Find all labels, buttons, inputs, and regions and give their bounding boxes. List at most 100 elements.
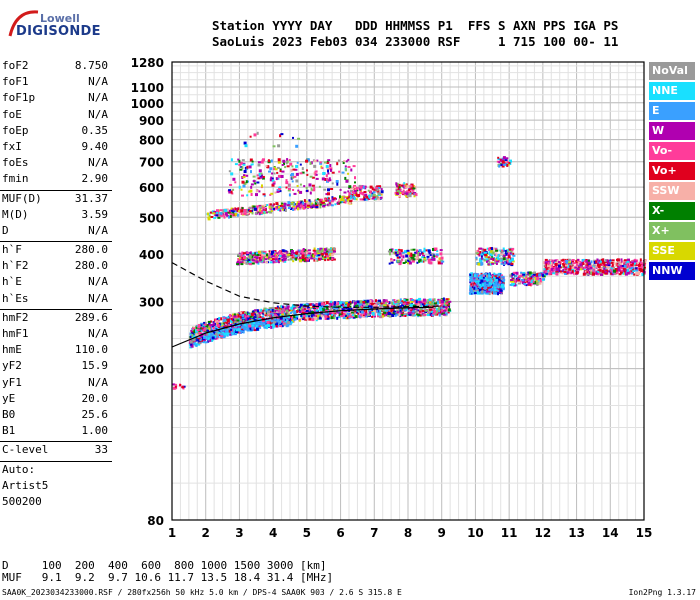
echo-point	[318, 255, 322, 258]
echo-point	[511, 277, 514, 280]
echo-point	[299, 308, 302, 311]
echo-point	[244, 311, 248, 314]
echo-point	[255, 193, 258, 197]
echo-point	[341, 306, 343, 309]
echo-point	[395, 184, 398, 187]
echo-point	[235, 315, 239, 319]
echo-point	[405, 298, 409, 301]
echo-point	[243, 256, 246, 259]
echo-point	[396, 250, 399, 254]
echo-point	[287, 321, 291, 325]
echo-point	[398, 250, 401, 253]
echo-point	[244, 327, 248, 330]
echo-point	[530, 277, 533, 280]
echo-point	[278, 206, 280, 208]
param-value: 9.40	[81, 139, 109, 153]
echo-point	[393, 303, 396, 306]
echo-point	[438, 313, 441, 317]
echo-point	[305, 159, 309, 163]
echo-point	[280, 305, 283, 309]
echo-point	[553, 261, 556, 264]
echo-point	[256, 312, 260, 315]
echo-point	[234, 212, 238, 216]
echo-point	[250, 193, 253, 196]
echo-point	[447, 301, 450, 305]
echo-point	[496, 255, 499, 258]
echo-point	[401, 258, 404, 261]
echo-point	[430, 310, 433, 313]
echo-point	[297, 203, 301, 206]
echo-point	[552, 261, 555, 264]
echo-point	[323, 251, 327, 254]
echo-point	[536, 273, 540, 277]
echo-point	[333, 316, 336, 320]
echo-point	[359, 310, 362, 313]
echo-point	[337, 311, 341, 314]
echo-point	[407, 194, 410, 197]
echo-point	[500, 278, 503, 280]
echo-point	[216, 318, 219, 320]
logo-lowell-text: Lowell	[40, 12, 80, 25]
echo-point	[483, 259, 487, 262]
echo-point	[496, 260, 500, 263]
echo-point	[504, 252, 508, 254]
echo-point	[495, 284, 498, 287]
echo-point	[329, 253, 332, 257]
echo-point	[211, 336, 215, 340]
echo-point	[435, 255, 438, 258]
echo-point	[308, 183, 312, 187]
echo-point	[289, 202, 293, 205]
echo-point	[312, 313, 315, 316]
echo-point	[361, 198, 365, 201]
echo-point	[376, 188, 379, 192]
echo-point	[494, 286, 498, 289]
echo-point	[246, 212, 250, 215]
echo-point	[407, 251, 411, 255]
echo-point	[238, 312, 241, 315]
echo-point	[427, 258, 431, 262]
echo-point	[323, 188, 327, 191]
echo-point	[437, 261, 441, 265]
echo-point	[498, 288, 501, 291]
echo-point	[491, 262, 495, 265]
echo-point	[315, 303, 318, 307]
echo-point	[270, 208, 274, 212]
echo-point	[398, 309, 400, 312]
echo-point	[321, 201, 325, 204]
echo-point	[251, 160, 254, 163]
echo-point	[196, 325, 199, 328]
echo-point	[255, 252, 258, 256]
echo-point	[536, 282, 540, 286]
echo-point	[281, 249, 285, 253]
echo-point	[482, 291, 485, 294]
echo-point	[242, 163, 246, 166]
echo-point	[243, 323, 247, 326]
echo-point	[497, 289, 500, 292]
echo-point	[597, 269, 601, 272]
echo-point	[476, 279, 479, 281]
echo-point	[412, 248, 416, 251]
echo-point	[301, 257, 305, 261]
echo-point	[538, 277, 542, 280]
echo-point	[408, 313, 412, 316]
echo-point	[438, 258, 441, 261]
digisonde-logo: Lowell DIGISONDE	[6, 6, 116, 42]
echo-point	[597, 273, 600, 276]
echo-point	[497, 257, 501, 260]
echo-point	[196, 332, 199, 335]
echo-point	[271, 177, 274, 180]
echo-point	[280, 310, 284, 314]
echo-point	[229, 333, 232, 336]
echo-point	[407, 259, 411, 263]
echo-point	[271, 179, 275, 182]
echo-point	[418, 259, 421, 263]
echo-point	[627, 267, 631, 271]
echo-point	[265, 253, 268, 257]
echo-point	[327, 169, 329, 173]
echo-point	[263, 326, 267, 329]
echo-point	[195, 325, 198, 329]
echo-point	[514, 279, 517, 283]
echo-point	[232, 318, 235, 321]
echo-point	[412, 304, 416, 307]
echo-point	[268, 315, 271, 318]
